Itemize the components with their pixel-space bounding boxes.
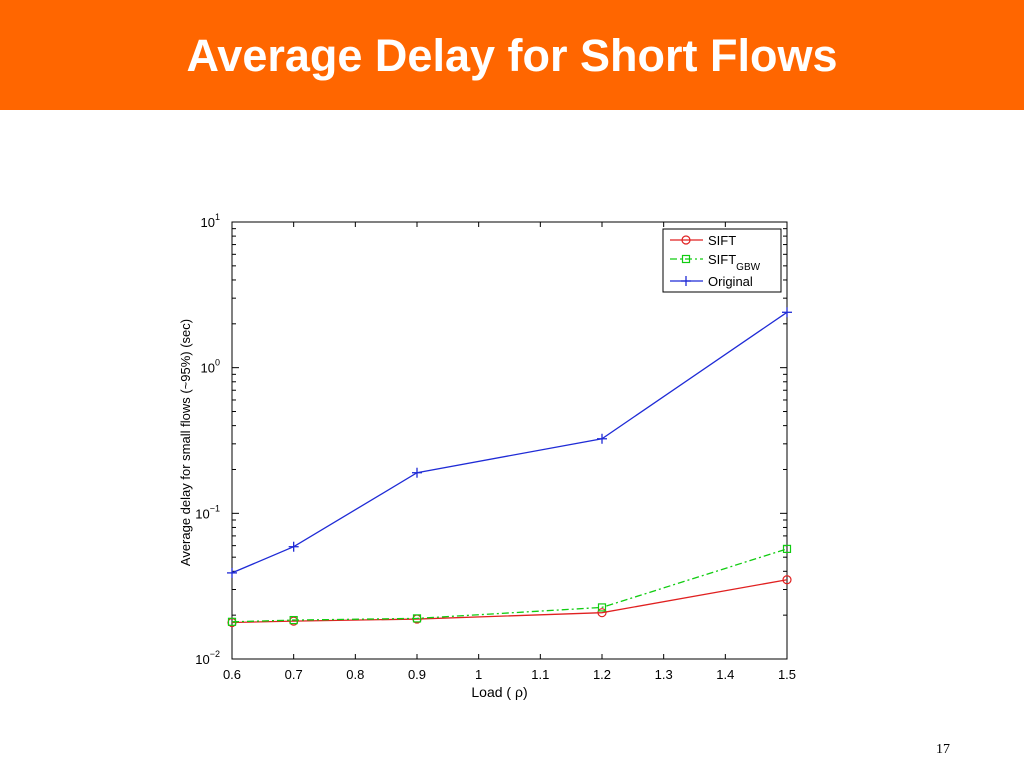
data-point-sift-gbw	[289, 615, 298, 625]
x-tick-label: 1.5	[778, 667, 796, 682]
y-tick-label: 101	[201, 212, 220, 230]
plot-area	[231, 221, 788, 660]
x-axis-label: Load ( ρ)	[471, 684, 527, 700]
data-point-original	[782, 307, 792, 318]
series-line-sift-gbw	[231, 548, 788, 623]
data-point-original	[288, 541, 299, 552]
y-tick-label: 10−2	[195, 649, 220, 667]
slide-title: Average Delay for Short Flows	[186, 30, 838, 81]
legend-marker-original	[681, 276, 691, 286]
x-tick-label: 1.2	[593, 667, 611, 682]
legend-label-sift-gbw: SIFTGBW	[708, 252, 761, 273]
x-tick-label: 0.6	[223, 667, 241, 682]
data-point-sift-gbw	[412, 614, 422, 623]
y-axis-label: Average delay for small flows (~95%) (se…	[178, 319, 193, 566]
data-point-sift-gbw	[782, 544, 792, 553]
data-point-sift	[597, 608, 607, 618]
y-tick-label: 10−1	[195, 503, 220, 521]
series-line-sift	[231, 579, 788, 624]
x-tick-label: 0.7	[285, 667, 303, 682]
data-point-original	[227, 567, 237, 578]
y-tick-label: 100	[201, 358, 220, 376]
data-point-sift-gbw	[227, 617, 237, 626]
legend-label-original: Original	[708, 274, 753, 289]
data-point-sift	[782, 575, 792, 585]
x-tick-label: 1.3	[655, 667, 673, 682]
title-bar	[0, 0, 1024, 110]
legend-marker-sift	[681, 235, 691, 245]
x-tick-label: 1.1	[531, 667, 549, 682]
x-tick-label: 1	[475, 667, 482, 682]
legend-label-sift: SIFT	[708, 233, 736, 248]
x-tick-label: 0.9	[408, 667, 426, 682]
x-tick-label: 1.4	[716, 667, 734, 682]
x-tick-label: 0.8	[346, 667, 364, 682]
data-point-original	[597, 433, 607, 444]
data-point-original	[412, 467, 422, 478]
legend-marker-sift-gbw	[681, 254, 691, 264]
slide-number: 17	[936, 742, 950, 757]
data-point-sift-gbw	[597, 603, 607, 612]
